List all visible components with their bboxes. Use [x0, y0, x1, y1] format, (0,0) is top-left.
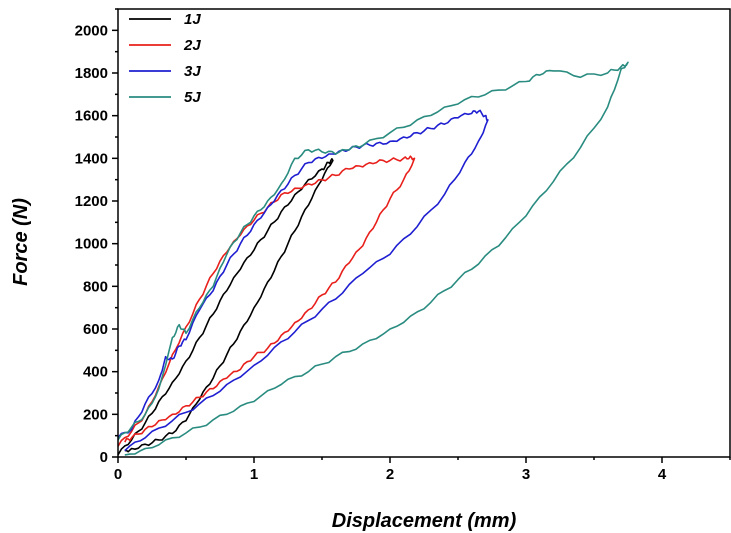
legend-label-2j: 2J: [183, 37, 201, 54]
legend: 1J 2J 3J 5J: [129, 11, 201, 106]
series-line-1j: [117, 158, 334, 456]
y-tick-label: 1200: [75, 193, 108, 210]
series-layer: [117, 61, 629, 456]
x-axis-title: Displacement (mm): [332, 510, 517, 532]
x-tick-label: 0: [114, 466, 122, 483]
y-tick-label: 1800: [75, 65, 108, 82]
y-tick-label: 400: [83, 364, 108, 381]
legend-label-5j: 5J: [184, 89, 201, 106]
plot-frame: [117, 8, 731, 458]
y-tick-label: 600: [83, 321, 108, 338]
series-line-2j: [117, 155, 416, 447]
y-tick-label: 1000: [75, 236, 108, 253]
x-tick-label: 1: [250, 466, 258, 483]
y-tick-label: 200: [83, 406, 108, 423]
x-tick-label: 2: [386, 466, 394, 483]
axes-layer: 0 1 2 3 4 0 200 400 600 800 1000 1200 1400 1600 1800 20…: [75, 8, 731, 483]
y-axis-title: Force (N): [10, 198, 32, 286]
x-tick-label: 4: [658, 466, 667, 483]
legend-label-1j: 1J: [184, 11, 201, 28]
series-line-3j: [117, 109, 489, 452]
legend-label-3j: 3J: [184, 63, 201, 80]
y-tick-label: 2000: [75, 22, 108, 39]
y-tick-label: 1600: [75, 108, 108, 125]
y-tick-label: 1400: [75, 150, 108, 167]
y-tick-label: 800: [83, 278, 108, 295]
x-tick-label: 3: [522, 466, 530, 483]
series-line-5j: [117, 61, 629, 456]
y-tick-label: 0: [100, 449, 108, 466]
